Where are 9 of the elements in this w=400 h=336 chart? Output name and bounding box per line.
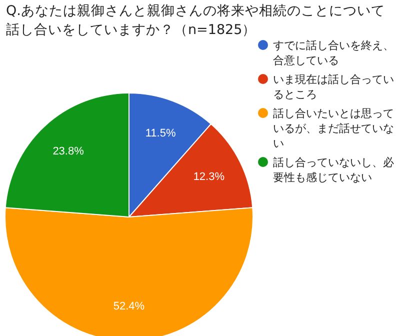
data-label: 52.4%: [113, 300, 145, 312]
data-label: 23.8%: [52, 146, 84, 158]
data-label: 11.5%: [145, 127, 176, 140]
legend-label: 話し合いたいとは思っているが、まだ話せていない: [273, 106, 395, 151]
legend-label: 話し合っていないし、必要性も感じていない: [273, 155, 395, 185]
legend-label: すでに話し合いを終え、合意している: [273, 38, 395, 68]
legend-label: いま現在は話し合っているところ: [273, 72, 395, 102]
chart-title: Q.あなたは親御さんと親御さんの将来や相続のことについて話し合いをしていますか？（n=1825）: [6, 2, 386, 40]
data-label: 12.3%: [193, 171, 225, 184]
